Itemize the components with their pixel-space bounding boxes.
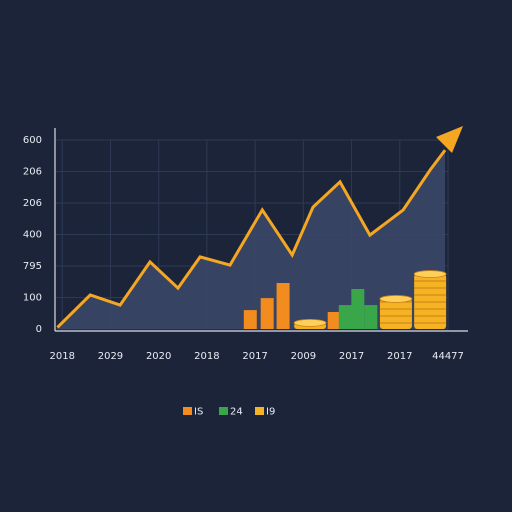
y-tick-label: 0: [36, 324, 42, 335]
plot: [56, 149, 447, 329]
x-tick-label: 2018: [194, 351, 219, 362]
x-tick-label: 2029: [98, 351, 123, 362]
legend: IS 24 I9: [183, 407, 275, 418]
bar: [351, 288, 365, 329]
coin-top: [379, 295, 413, 303]
y-tick-label: 206: [23, 198, 42, 209]
coin-stack: [293, 318, 327, 329]
bar: [260, 298, 274, 329]
bar: [364, 305, 378, 329]
y-tick-label: 600: [23, 135, 42, 146]
y-tick-label: 400: [23, 230, 42, 241]
coin-stack: [379, 295, 413, 329]
coin-stack: [413, 270, 447, 329]
area: [57, 150, 446, 329]
legend-label: 24: [230, 407, 243, 418]
x-tick-label: 2020: [146, 351, 171, 362]
x-tick-label: 2018: [50, 351, 75, 362]
y-tick-label: 795: [23, 261, 42, 272]
y-tick-label: 100: [23, 293, 42, 304]
x-tick-label: 44477: [432, 351, 464, 362]
arrow-head: [436, 126, 463, 153]
legend-label: I9: [266, 407, 275, 418]
line: [56, 149, 447, 329]
bar: [243, 310, 257, 329]
legend-swatch: [255, 407, 264, 415]
bar: [327, 311, 341, 329]
bar: [276, 283, 290, 329]
legend-swatch: [183, 407, 192, 415]
legend-swatch: [219, 407, 228, 415]
coin-top: [293, 318, 327, 327]
bar: [338, 305, 352, 329]
x-tick-label: 2017: [242, 351, 267, 362]
coin-body: [379, 298, 412, 329]
x-tick-label: 2017: [387, 351, 412, 362]
y-tick-label: 206: [23, 167, 42, 178]
x-tick-label: 2009: [291, 351, 316, 362]
legend-label: IS: [194, 407, 203, 418]
x-tick-label: 2017: [339, 351, 364, 362]
coin-top: [413, 270, 447, 278]
